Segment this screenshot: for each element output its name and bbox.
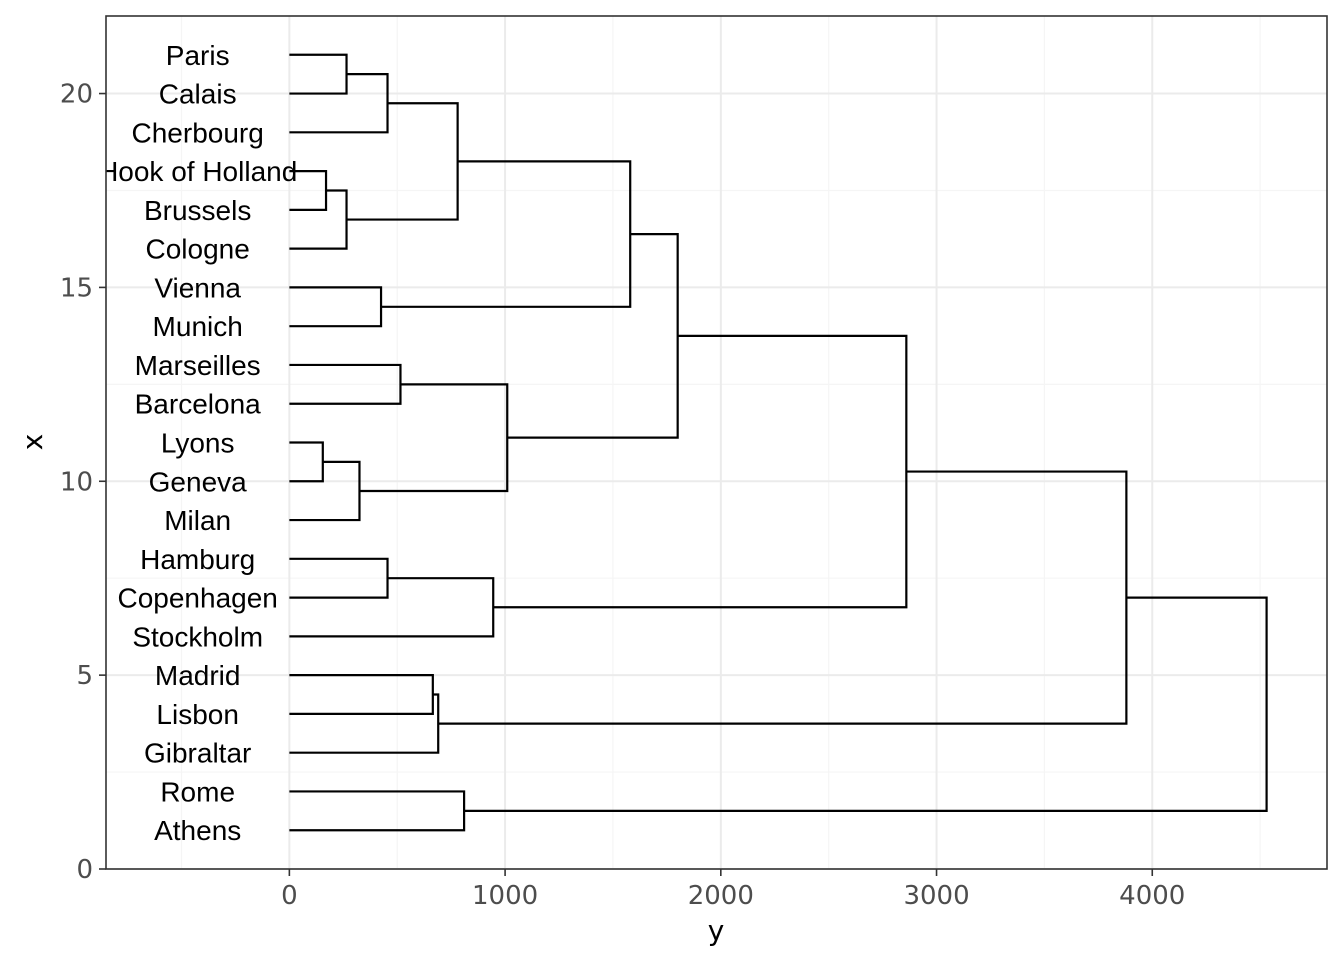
leaf-label: Lisbon [156,699,239,730]
leaf-label: Paris [166,40,230,71]
dendrogram-link [289,73,389,134]
x-axis-title: y [708,914,725,947]
x-tick-label: 4000 [1119,881,1185,911]
y-tick-label: 10 [60,467,93,497]
leaf-label: Milan [164,505,231,536]
leaf-label: Brussels [144,195,251,226]
dendrogram-link [289,557,389,599]
dendrogram-link [493,334,908,609]
leaf-label: Rome [160,776,235,807]
y-axis-title: x [16,434,49,451]
leaf-label: Barcelona [135,389,262,420]
leaf-label: Munich [153,311,243,342]
leaf-label: Copenhagen [117,583,277,614]
leaf-label: Madrid [155,660,241,691]
dendrogram-link [381,160,632,308]
y-tick-label: 15 [60,273,93,303]
leaf-labels: Athens Rome Gibraltar Lisbon Madrid Stockholm… [98,40,297,846]
dendrogram-link [289,577,495,638]
y-tick-label: 20 [60,80,93,110]
leaf-label: Calais [159,79,237,110]
panel-border [105,15,1328,870]
x-tick-label: 0 [281,881,298,911]
leaf-label: Cologne [146,234,250,265]
dendrogram-link [289,674,434,716]
leaf-label: Vienna [154,272,241,303]
leaf-label: Stockholm [132,621,263,652]
y-tick-label: 5 [76,661,93,691]
leaf-label: Athens [154,815,241,846]
leaf-label: Lyons [161,428,235,459]
axes: 0 1000 2000 3000 4000 0 5 10 15 20 [60,15,1328,911]
leaf-label: Cherbourg [132,117,264,148]
leaf-label: Marseilles [135,350,261,381]
leaf-label: Hamburg [140,544,255,575]
leaf-label: Gibraltar [144,738,251,769]
dendrogram-tree [289,53,1268,832]
dendrogram-link [359,383,509,493]
y-tick-label: 0 [76,855,93,885]
x-tick-label: 1000 [472,881,538,911]
dendrogram-link [289,790,466,832]
x-tick-label: 3000 [903,881,969,911]
leaf-label: Geneva [149,466,247,497]
dendrogram-link [289,460,361,522]
leaf-label: Hook of Holland [98,156,297,187]
dendrogram-link [464,596,1268,812]
x-tick-label: 2000 [688,881,754,911]
leaf-label-group: Athens Rome Gibraltar Lisbon Madrid Stockholm… [98,40,297,846]
